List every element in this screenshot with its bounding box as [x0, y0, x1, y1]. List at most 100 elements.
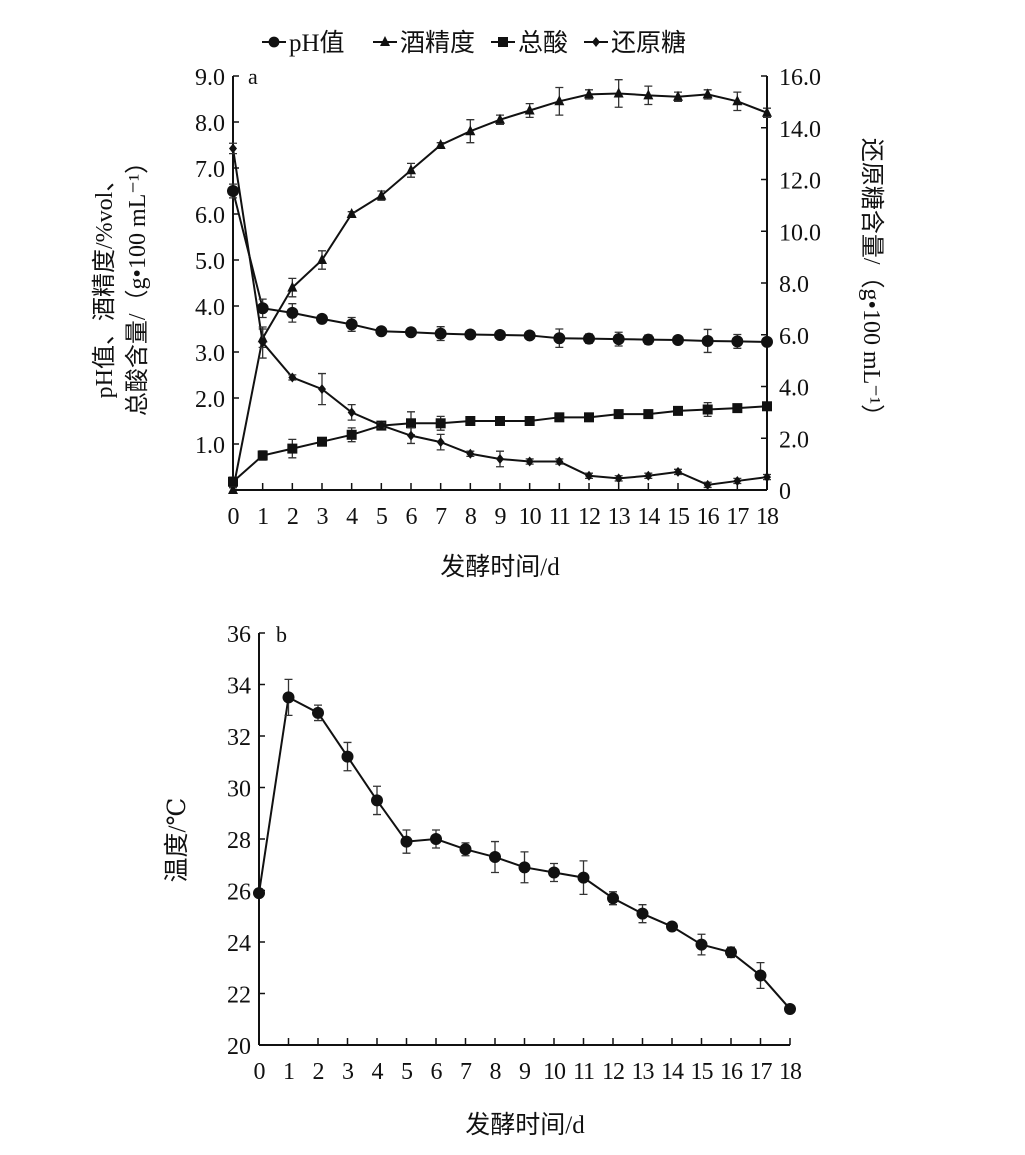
legend-marker-circle-icon — [268, 36, 280, 48]
data-point — [229, 143, 237, 154]
x-tick-label: 6 — [431, 1059, 443, 1085]
x-tick-label: 14 — [661, 1059, 684, 1085]
data-point — [673, 90, 683, 101]
x-tick-label: 13 — [632, 1059, 655, 1085]
y-tick-label: 2.0 — [195, 387, 225, 413]
data-point — [282, 691, 295, 704]
data-point — [524, 104, 535, 115]
data-point — [673, 405, 683, 416]
panel-a-xlabel: 发酵时间/d — [440, 553, 560, 581]
x-tick-label: 17 — [726, 504, 749, 530]
data-point — [496, 453, 504, 464]
y2-tick-label: 10.0 — [779, 220, 821, 246]
data-point — [287, 281, 298, 292]
legend-item: 还原糖 — [584, 29, 686, 57]
data-point — [518, 861, 531, 874]
panel-a-ylabel-line1: pH值、酒精度/%vol、 — [91, 168, 118, 399]
data-point — [695, 938, 708, 951]
x-tick-label: 11 — [573, 1059, 594, 1085]
data-point — [702, 88, 713, 99]
data-point — [495, 113, 505, 124]
y-tick-label: 4.0 — [195, 295, 225, 321]
data-point — [489, 851, 501, 864]
data-point — [465, 416, 476, 426]
legend-label: 总酸 — [518, 29, 568, 57]
legend-label: pH值 — [289, 29, 345, 57]
data-point — [228, 484, 238, 494]
data-point — [258, 337, 267, 348]
data-point — [763, 472, 771, 483]
x-tick-label: 16 — [697, 504, 720, 530]
series-circle — [253, 678, 796, 1015]
legend-label: 酒精度 — [400, 29, 475, 57]
data-point — [672, 334, 684, 347]
x-tick-label: 6 — [406, 504, 418, 530]
y2-tick-label: 12.0 — [779, 169, 821, 195]
y-tick-label: 5.0 — [195, 249, 225, 275]
y2-tick-label: 16.0 — [779, 65, 821, 91]
data-point — [523, 329, 536, 342]
data-point — [253, 887, 265, 900]
x-tick-label: 0 — [254, 1059, 266, 1085]
x-tick-label: 17 — [750, 1059, 773, 1085]
x-tick-label: 7 — [460, 1059, 472, 1085]
x-tick-label: 16 — [720, 1059, 743, 1085]
x-tick-label: 14 — [637, 504, 660, 530]
x-tick-label: 13 — [608, 504, 631, 530]
data-point — [346, 208, 357, 218]
y-tick-label: 34 — [227, 674, 251, 700]
x-tick-label: 2 — [287, 504, 298, 530]
x-tick-label: 15 — [691, 1059, 714, 1085]
x-tick-label: 9 — [495, 504, 507, 530]
data-point — [371, 794, 383, 807]
legend-marker-square-icon — [498, 37, 508, 47]
x-tick-label: 3 — [317, 504, 329, 530]
data-point — [613, 87, 624, 98]
data-point — [548, 866, 560, 879]
y-tick-label: 30 — [227, 777, 251, 803]
x-tick-label: 12 — [578, 504, 600, 530]
data-point — [377, 420, 386, 431]
x-tick-label: 3 — [342, 1059, 354, 1085]
panel-a: a 发酵时间/d pH值、酒精度/%vol、 总酸含量/（g•100 mL⁻¹）… — [91, 29, 885, 581]
panel-b: b 发酵时间/d 温度/℃ 0 1 2 3 4 5 6 7 8 9 10 11 12 13 14 15 16 17… — [163, 622, 803, 1139]
data-point — [524, 416, 535, 426]
x-tick-label: 15 — [667, 504, 690, 530]
x-tick-label: 5 — [376, 504, 388, 530]
data-point — [554, 412, 565, 423]
data-point — [430, 833, 442, 845]
data-point — [754, 969, 767, 982]
data-point — [761, 335, 773, 348]
y2-tick-label: 6.0 — [779, 324, 809, 350]
x-tick-label: 9 — [519, 1059, 531, 1085]
panel-a-ylabel-line2: 总酸含量/（g•100 mL⁻¹） — [124, 150, 151, 416]
data-point — [407, 430, 415, 441]
data-point — [585, 470, 593, 481]
data-point — [643, 409, 654, 420]
data-point — [435, 139, 446, 149]
x-tick-label: 4 — [346, 504, 358, 530]
data-point — [316, 312, 328, 325]
panel-a-label: a — [248, 64, 258, 89]
data-point — [674, 466, 682, 477]
x-tick-label: 0 — [228, 504, 240, 530]
series-circle — [227, 183, 773, 354]
x-tick-label: 10 — [519, 504, 542, 530]
y-tick-label: 32 — [227, 725, 251, 751]
data-point — [584, 88, 594, 99]
data-point — [256, 302, 269, 315]
legend-item: 酒精度 — [373, 29, 475, 57]
x-tick-label: 5 — [401, 1059, 413, 1085]
data-point — [731, 335, 744, 348]
y2-tick-label: 2.0 — [779, 427, 809, 453]
legend-marker-triangle-icon — [380, 36, 390, 46]
data-point — [642, 333, 655, 346]
data-point — [553, 332, 566, 345]
data-point — [376, 189, 387, 200]
data-point — [607, 892, 619, 905]
y-tick-label: 3.0 — [195, 341, 225, 367]
y-tick-label: 26 — [227, 880, 251, 906]
legend-item: 总酸 — [491, 29, 568, 57]
data-point — [406, 418, 416, 429]
